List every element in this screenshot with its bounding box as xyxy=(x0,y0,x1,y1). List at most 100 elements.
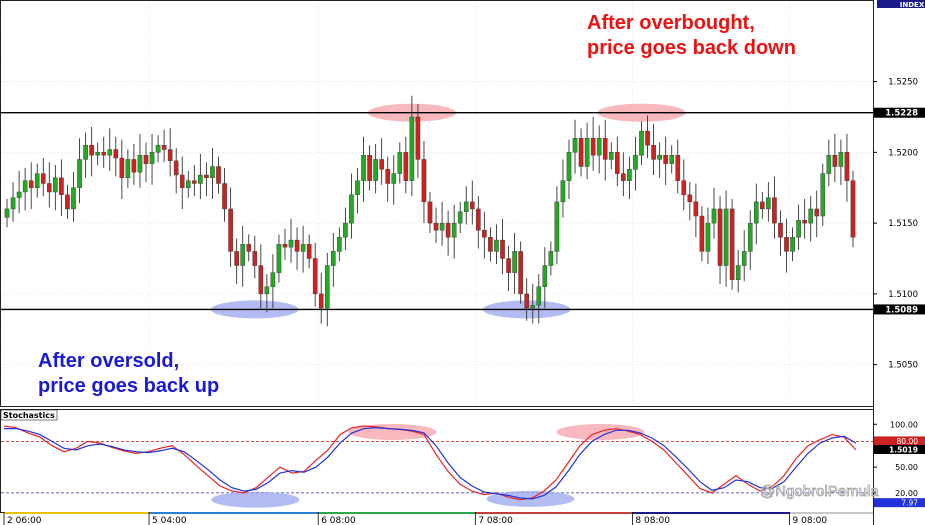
bearish-candle xyxy=(803,220,807,223)
bearish-candle xyxy=(476,209,480,230)
bearish-candle xyxy=(228,209,232,251)
bullish-candle xyxy=(343,223,347,237)
bullish-candle xyxy=(156,145,160,152)
price-tick-label: 1.5200 xyxy=(888,148,918,158)
bullish-candle xyxy=(458,212,462,223)
time-axis-strip xyxy=(0,513,873,525)
bearish-candle xyxy=(192,181,196,184)
bearish-candle xyxy=(772,198,776,223)
bearish-candle xyxy=(833,155,837,166)
bearish-candle xyxy=(222,183,226,208)
bullish-candle xyxy=(289,240,293,247)
bullish-candle xyxy=(265,287,269,294)
bullish-candle xyxy=(337,237,341,251)
bearish-candle xyxy=(428,202,432,223)
bearish-candle xyxy=(174,161,178,175)
bearish-candle xyxy=(102,152,106,155)
bullish-candle xyxy=(53,178,57,192)
price-tick-label: 1.5250 xyxy=(888,78,918,88)
bearish-candle xyxy=(386,169,390,183)
bearish-candle xyxy=(47,183,51,191)
bearish-candle xyxy=(416,117,420,159)
bullish-candle xyxy=(567,152,571,180)
bearish-candle xyxy=(718,209,722,266)
bearish-candle xyxy=(114,150,118,158)
bullish-candle xyxy=(712,209,716,223)
bearish-candle xyxy=(482,230,486,237)
bearish-candle xyxy=(162,145,166,149)
stochastic-oversold-ellipse xyxy=(211,492,299,508)
bearish-candle xyxy=(404,152,408,180)
bearish-candle xyxy=(41,174,45,184)
bullish-candle xyxy=(5,209,9,217)
time-tick-label: 9 08:00 xyxy=(793,516,828,525)
bearish-candle xyxy=(65,195,69,209)
bearish-candle xyxy=(422,159,426,201)
bullish-candle xyxy=(96,152,100,155)
bearish-candle xyxy=(319,294,323,308)
bullish-candle xyxy=(398,152,402,173)
bearish-candle xyxy=(380,159,384,169)
bullish-candle xyxy=(325,266,329,308)
bullish-candle xyxy=(331,251,335,265)
bearish-candle xyxy=(488,237,492,251)
bearish-candle xyxy=(851,181,855,238)
time-tick-label: 6 08:00 xyxy=(321,516,356,525)
bearish-candle xyxy=(235,251,239,265)
bearish-candle xyxy=(283,244,287,247)
bearish-candle xyxy=(295,240,299,251)
bullish-candle xyxy=(186,181,190,188)
bullish-candle xyxy=(126,159,130,177)
bearish-candle xyxy=(59,178,63,195)
bullish-candle xyxy=(573,138,577,152)
price-panel-frame xyxy=(1,1,874,407)
bullish-candle xyxy=(748,223,752,251)
bullish-candle xyxy=(633,155,637,169)
bearish-candle xyxy=(434,223,438,230)
bullish-candle xyxy=(742,251,746,265)
bullish-candle xyxy=(138,155,142,172)
bullish-candle xyxy=(150,152,154,163)
bullish-candle xyxy=(585,138,589,166)
bullish-candle xyxy=(790,237,794,251)
bearish-candle xyxy=(682,181,686,195)
bearish-candle xyxy=(645,131,649,145)
bearish-candle xyxy=(204,175,208,178)
bearish-candle xyxy=(29,181,33,188)
bullish-candle xyxy=(198,175,202,183)
bullish-candle xyxy=(724,209,728,266)
bearish-candle xyxy=(500,240,504,258)
bearish-candle xyxy=(259,266,263,294)
bearish-candle xyxy=(845,152,849,180)
bullish-candle xyxy=(35,174,39,188)
bearish-candle xyxy=(815,209,819,216)
level-price-label: 1.5228 xyxy=(885,109,918,119)
session-band xyxy=(4,512,149,514)
watermark: @NgobrolPemula xyxy=(760,483,879,500)
bullish-candle xyxy=(410,117,414,181)
price-tick-label: 1.5100 xyxy=(888,290,918,300)
bearish-candle xyxy=(730,209,734,280)
bullish-candle xyxy=(23,181,27,192)
bullish-candle xyxy=(809,209,813,223)
bearish-candle xyxy=(120,158,124,178)
bullish-candle xyxy=(83,145,87,159)
k2-readout-label: 7.97 xyxy=(901,499,918,508)
bullish-candle xyxy=(512,251,516,272)
session-band xyxy=(790,512,873,514)
session-band xyxy=(149,512,318,514)
bearish-candle xyxy=(664,155,668,163)
bullish-candle xyxy=(452,223,456,237)
bearish-candle xyxy=(700,216,704,251)
level-price-label: 1.5089 xyxy=(885,305,918,315)
bullish-candle xyxy=(77,159,81,187)
bearish-candle xyxy=(778,223,782,237)
time-tick-label: 5 04:00 xyxy=(152,516,187,525)
bullish-candle xyxy=(670,155,674,163)
index-label: INDEX xyxy=(900,1,925,9)
bearish-candle xyxy=(247,244,251,251)
bullish-candle xyxy=(796,220,800,237)
bullish-candle xyxy=(766,198,770,209)
bearish-candle xyxy=(525,294,529,308)
bullish-candle xyxy=(561,181,565,202)
